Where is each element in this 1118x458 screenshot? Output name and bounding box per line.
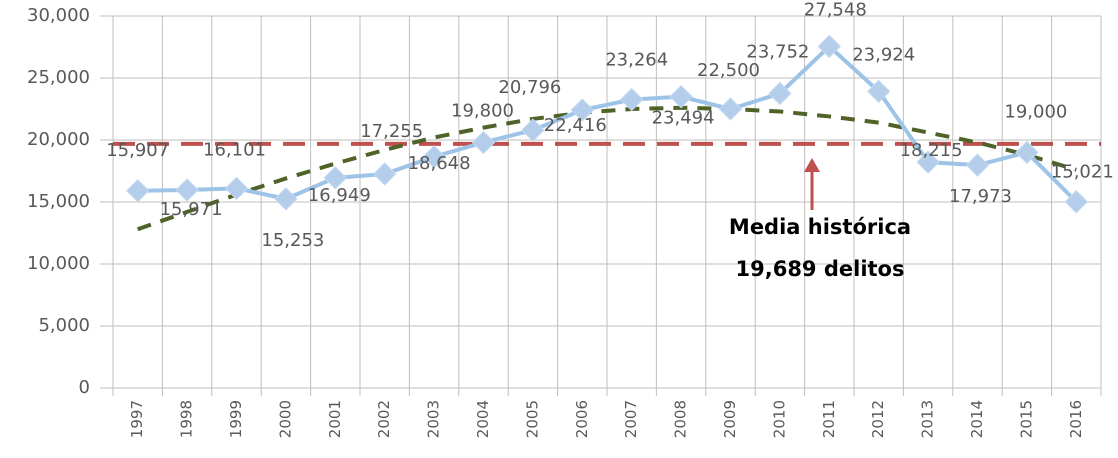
data-label: 23,924: [852, 44, 915, 65]
x-tick-label: 2014: [968, 400, 986, 438]
x-tick-label: 2007: [622, 400, 640, 438]
marker: [619, 87, 644, 112]
marker: [125, 179, 150, 203]
data-label: 17,973: [949, 186, 1012, 207]
plot: 0 5,000 10,000 15,000 20,000 25,000 30,000 1997…: [27, 0, 1114, 438]
annotation: 19,689 delitos: [736, 257, 905, 281]
x-tick-label: 1998: [178, 400, 196, 438]
y-tick-label: 10,000: [27, 253, 90, 274]
data-label: 22,500: [697, 60, 760, 81]
data-label: 23,752: [746, 41, 809, 62]
data-label: 18,648: [408, 153, 471, 174]
x-tick-label: 2013: [919, 400, 937, 438]
y-tick-label: 0: [79, 377, 90, 398]
marker: [866, 79, 891, 104]
x-tick-label: 2005: [523, 400, 541, 438]
series-line: [137, 43, 1078, 204]
marker: [521, 118, 545, 142]
y-tick-label: 30,000: [27, 5, 90, 26]
data-label: 15,971: [160, 199, 223, 220]
data-label: 17,255: [360, 121, 423, 142]
x-tick-label: 2015: [1017, 400, 1035, 438]
x-tick-label: 2001: [326, 400, 344, 438]
marker: [175, 178, 199, 202]
marker: [1015, 140, 1039, 165]
data-label: 18,215: [900, 140, 963, 161]
marker: [1064, 190, 1089, 214]
x-tick-label: 2003: [425, 400, 443, 438]
arrow-head: [804, 158, 820, 172]
x-tick-label: 2002: [375, 400, 393, 438]
marker: [274, 187, 298, 211]
x-tick-label: 2011: [820, 400, 838, 438]
marker: [570, 98, 595, 122]
marker: [471, 130, 496, 155]
x-tick-label: 1999: [227, 400, 245, 438]
data-label: 19,000: [1004, 101, 1067, 122]
y-tick-label: 20,000: [27, 129, 90, 150]
marker: [817, 34, 842, 59]
x-tick-label: 2004: [474, 400, 492, 438]
x-tick-label: 2010: [770, 400, 788, 438]
y-tick-label: 5,000: [38, 315, 90, 336]
data-label: 27,548: [804, 0, 867, 20]
data-label: 23,264: [605, 50, 668, 71]
data-label: 23,494: [652, 108, 715, 129]
marker: [372, 162, 397, 186]
y-tick-label: 15,000: [27, 191, 90, 212]
data-label: 19,800: [451, 100, 514, 121]
data-label: 16,949: [308, 185, 371, 206]
x-tick-label: 2000: [276, 400, 294, 438]
data-label: 16,101: [203, 139, 266, 160]
marker: [323, 166, 348, 190]
marker: [224, 176, 249, 201]
data-label: 15,907: [106, 140, 169, 161]
data-label: 22,416: [544, 115, 607, 136]
data-label: 15,253: [261, 230, 324, 251]
trendline: [137, 105, 1077, 232]
x-tick-label: 2008: [672, 400, 690, 438]
data-label: 15,021: [1051, 162, 1114, 183]
data-label: 20,796: [498, 77, 561, 98]
marker: [422, 145, 446, 169]
y-tick-label: 25,000: [27, 67, 90, 88]
x-tick-label: 2006: [573, 400, 591, 438]
marker: [768, 81, 792, 106]
marker: [669, 84, 693, 109]
marker: [965, 153, 990, 177]
x-tick-label: 1997: [128, 400, 146, 438]
x-tick-label: 2012: [869, 400, 887, 438]
annotation: Media histórica: [729, 215, 911, 239]
marker: [718, 97, 743, 121]
x-tick-label: 2009: [721, 400, 739, 438]
x-tick-label: 2016: [1067, 400, 1085, 438]
marker: [916, 150, 940, 174]
